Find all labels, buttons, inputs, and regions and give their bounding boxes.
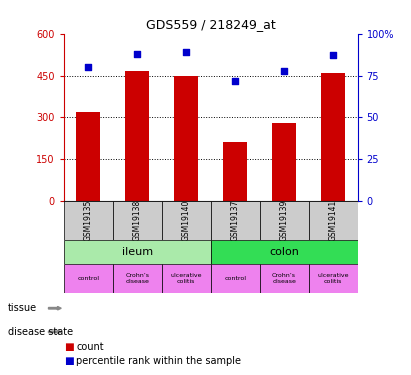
Text: GSM19138: GSM19138 bbox=[133, 200, 142, 241]
FancyBboxPatch shape bbox=[64, 240, 211, 264]
Text: percentile rank within the sample: percentile rank within the sample bbox=[76, 356, 241, 366]
Text: GSM19135: GSM19135 bbox=[84, 200, 93, 242]
Point bbox=[232, 78, 238, 84]
FancyBboxPatch shape bbox=[64, 264, 113, 292]
Point bbox=[281, 68, 287, 74]
Text: ulcerative
colitis: ulcerative colitis bbox=[317, 273, 349, 284]
FancyBboxPatch shape bbox=[211, 240, 358, 264]
FancyBboxPatch shape bbox=[162, 201, 211, 240]
Text: tissue: tissue bbox=[8, 303, 37, 313]
FancyBboxPatch shape bbox=[260, 201, 309, 240]
FancyBboxPatch shape bbox=[211, 201, 260, 240]
Text: Crohn’s
disease: Crohn’s disease bbox=[272, 273, 296, 284]
Text: GSM19140: GSM19140 bbox=[182, 200, 191, 242]
Bar bbox=[125, 71, 150, 201]
Text: control: control bbox=[224, 276, 246, 280]
FancyBboxPatch shape bbox=[309, 201, 358, 240]
Point bbox=[134, 51, 141, 57]
FancyBboxPatch shape bbox=[113, 264, 162, 292]
Point bbox=[330, 53, 336, 58]
Text: GSM19141: GSM19141 bbox=[328, 200, 337, 241]
Bar bbox=[174, 76, 199, 201]
Text: disease state: disease state bbox=[8, 327, 73, 337]
Text: ulcerative
colitis: ulcerative colitis bbox=[171, 273, 202, 284]
FancyBboxPatch shape bbox=[64, 201, 113, 240]
FancyBboxPatch shape bbox=[113, 201, 162, 240]
FancyBboxPatch shape bbox=[260, 264, 309, 292]
FancyBboxPatch shape bbox=[309, 264, 358, 292]
Text: ■: ■ bbox=[64, 342, 74, 352]
Text: GSM19137: GSM19137 bbox=[231, 200, 240, 242]
Text: control: control bbox=[77, 276, 99, 280]
Point bbox=[183, 49, 189, 55]
Bar bbox=[321, 73, 345, 201]
FancyBboxPatch shape bbox=[211, 264, 260, 292]
Bar bbox=[223, 142, 247, 201]
Point bbox=[85, 64, 92, 70]
Text: ileum: ileum bbox=[122, 247, 153, 257]
Text: colon: colon bbox=[269, 247, 299, 257]
Bar bbox=[76, 112, 100, 201]
Title: GDS559 / 218249_at: GDS559 / 218249_at bbox=[146, 18, 275, 31]
FancyBboxPatch shape bbox=[162, 264, 211, 292]
Bar bbox=[272, 123, 296, 201]
Text: Crohn’s
disease: Crohn’s disease bbox=[125, 273, 149, 284]
Text: GSM19139: GSM19139 bbox=[279, 200, 289, 242]
Text: ■: ■ bbox=[64, 356, 74, 366]
Text: count: count bbox=[76, 342, 104, 352]
